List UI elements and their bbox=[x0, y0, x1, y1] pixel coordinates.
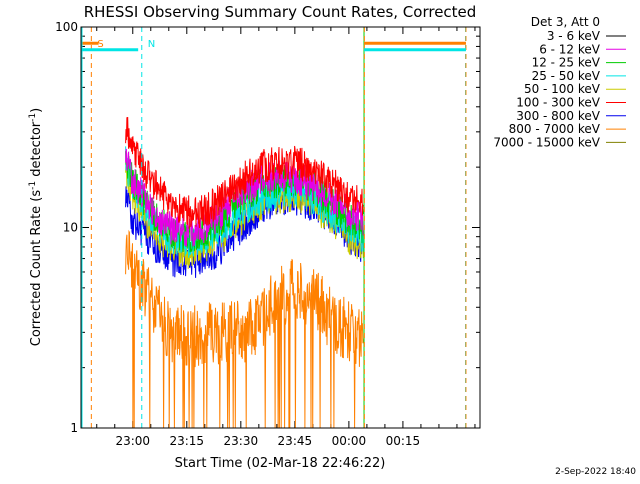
plot-border bbox=[80, 26, 481, 429]
chart-title: RHESSI Observing Summary Count Rates, Co… bbox=[84, 3, 477, 21]
legend-label: 3 - 6 keV bbox=[547, 29, 601, 43]
series-line-50-100-kev bbox=[125, 158, 364, 269]
legend-label: 12 - 25 keV bbox=[532, 56, 601, 70]
timestamp: 2-Sep-2022 18:40 bbox=[555, 467, 636, 477]
legend-header: Det 3, Att 0 bbox=[531, 15, 600, 29]
y-axis-title-part: ) bbox=[29, 108, 44, 113]
legend-label: 300 - 800 keV bbox=[516, 109, 600, 123]
legend-label: 7000 - 15000 keV bbox=[493, 135, 600, 149]
legend-label: 6 - 12 keV bbox=[539, 42, 601, 56]
y-axis-title-part: detector bbox=[29, 121, 44, 181]
x-tick-label: 23:30 bbox=[224, 434, 259, 448]
x-tick-label: 23:45 bbox=[278, 434, 313, 448]
x-axis: 23:00 23:15 23:30 23:45 00:00 00:15 bbox=[96, 27, 476, 448]
plot-frame bbox=[80, 26, 481, 429]
legend-label: 800 - 7000 keV bbox=[509, 122, 601, 136]
x-tick-label: 00:15 bbox=[386, 434, 421, 448]
series-line-100-300-kev bbox=[125, 116, 364, 229]
x-tick-label: 23:00 bbox=[115, 434, 150, 448]
flag-label-s: S bbox=[97, 39, 103, 50]
legend-label: 25 - 50 keV bbox=[532, 69, 601, 83]
series-group bbox=[125, 116, 364, 429]
x-axis-title: Start Time (02-Mar-18 22:46:22) bbox=[175, 456, 386, 471]
x-tick-label: 23:15 bbox=[169, 434, 204, 448]
legend-label: 50 - 100 keV bbox=[524, 82, 601, 96]
y-axis-title-superscript: -1 bbox=[28, 113, 38, 122]
legend-label: 100 - 300 keV bbox=[516, 96, 600, 110]
y-tick-label: 1 bbox=[70, 421, 78, 435]
y-axis-title: Corrected Count Rate (s-1 detector-1) bbox=[28, 108, 44, 346]
series-line-800-7000-kev bbox=[125, 229, 364, 429]
flag-label-n: N bbox=[148, 39, 155, 50]
y-tick-label: 10 bbox=[63, 221, 78, 235]
x-tick-label: 00:00 bbox=[332, 434, 367, 448]
y-axis-title-superscript: -1 bbox=[28, 181, 38, 190]
y-tick-label: 100 bbox=[55, 20, 78, 34]
y-axis: 1 10 100 bbox=[55, 20, 480, 435]
y-axis-title-part: Corrected Count Rate (s bbox=[29, 190, 44, 347]
